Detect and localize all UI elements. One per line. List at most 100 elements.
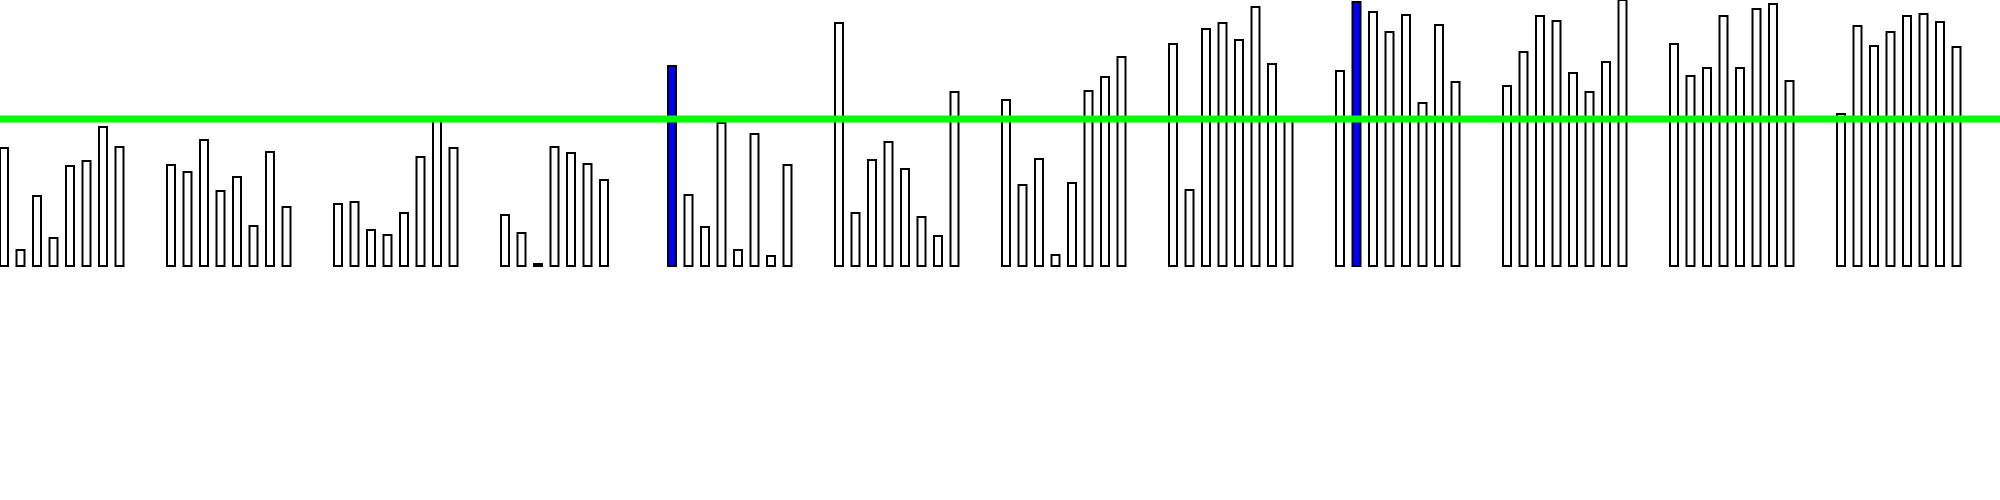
bar [782,164,793,267]
bar [1050,254,1061,267]
bar [834,22,844,267]
bar [199,139,209,267]
bar [883,141,894,267]
bar-group-6 [834,22,960,267]
bar-group-3 [333,118,459,267]
bar [1718,15,1729,267]
bar [48,237,59,267]
bar [566,152,576,267]
bar [1918,13,1929,267]
bar-group-1 [0,126,125,267]
bar [166,164,176,267]
bar [1669,43,1679,267]
bar [1017,184,1028,267]
bar [916,216,927,267]
bar [1034,158,1044,267]
bar-group-5 [667,65,793,267]
bar [399,212,409,267]
bar [1001,99,1011,267]
bar [1584,91,1595,267]
bar [1601,61,1611,267]
bar [1568,72,1578,267]
bar [333,203,343,267]
bar [933,235,943,267]
bar [1417,102,1428,267]
bar [98,126,108,267]
bar [1535,15,1545,267]
bar [432,118,442,267]
bar [1935,21,1945,267]
bar [1551,20,1562,267]
bar [1201,28,1211,267]
bar [850,212,861,267]
bar [1434,24,1444,267]
bar [0,147,9,267]
bar [700,226,710,267]
bar [533,263,543,267]
bar [582,163,593,267]
bar [1951,46,1962,267]
bar [500,214,510,267]
bar [1768,3,1778,267]
bar [366,229,376,267]
bar [448,147,459,267]
bar [32,195,42,267]
bar [599,179,609,267]
bar [15,249,26,267]
bar [1617,0,1628,267]
bar [265,151,275,267]
bar [1168,43,1178,267]
bar [1784,80,1795,267]
bar [1083,90,1094,267]
bar-group-11 [1669,3,1795,267]
bar [248,225,259,267]
bar [733,249,743,267]
bar [232,176,242,267]
bar-group-4 [500,146,609,267]
bar-group-9 [1335,1,1461,267]
bar [382,234,393,267]
bar [1702,67,1712,267]
bar [1502,85,1512,267]
bar [1250,6,1261,267]
bar [215,190,226,267]
bar [1217,22,1228,267]
bar [114,146,125,267]
bar-group-8 [1168,6,1294,267]
bar [1234,39,1244,267]
bar [1518,51,1529,267]
bars-layer [0,0,1962,267]
bar [1885,31,1896,267]
bar [766,255,776,267]
bar-group-2 [166,139,292,267]
bar-group-12 [1836,13,1962,267]
bar [1869,45,1879,267]
bar [1067,182,1077,267]
bar [900,168,910,267]
bar [1852,25,1863,267]
bar [349,201,360,267]
bar [516,232,527,267]
bar [1450,81,1461,267]
bar [281,206,292,267]
bar [1184,189,1195,267]
bar [1685,75,1696,267]
highlighted-bar [1351,1,1362,267]
bar [65,165,75,267]
highlighted-bar [667,65,677,267]
bar [1335,70,1345,267]
bar [1116,56,1127,267]
bar [867,159,877,267]
bar-group-7 [1001,56,1127,267]
bar [1368,11,1378,267]
bar [1735,67,1745,267]
bar [81,160,92,267]
bar [1283,120,1294,267]
bar [1267,63,1277,267]
bar [1902,15,1912,267]
bar [415,156,426,267]
bar-group-10 [1502,0,1628,267]
bar [549,146,560,267]
bar [1751,8,1762,267]
